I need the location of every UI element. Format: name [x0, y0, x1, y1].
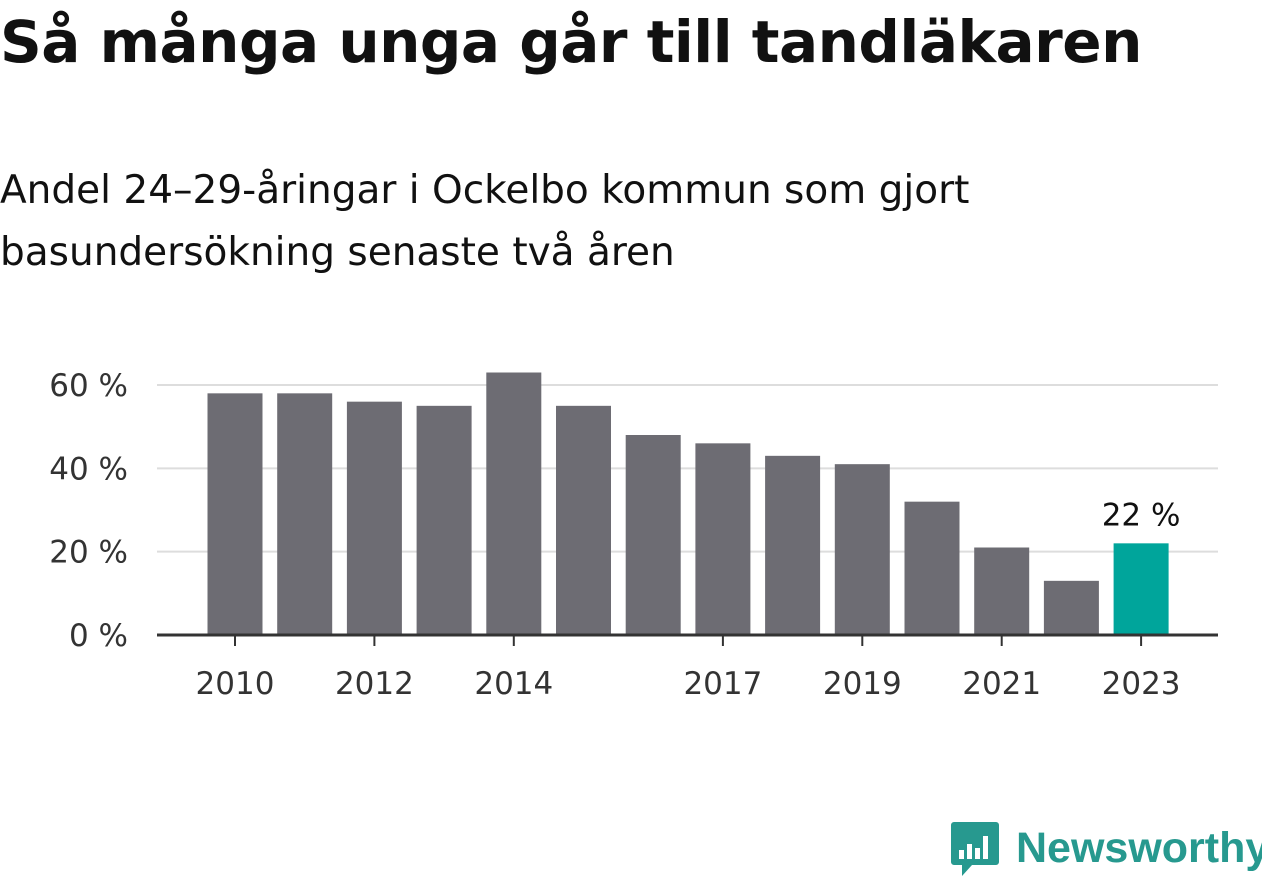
y-axis-tick-labels: 0 % 20 % 40 % 60 %: [49, 368, 128, 654]
x-tick-label: 2023: [1102, 666, 1181, 702]
x-tick-label: 2021: [962, 666, 1041, 702]
data-labels: 22 %: [1102, 497, 1181, 533]
bar: [207, 393, 263, 635]
chart-subtitle: Andel 24–29-åringar i Ockelbo kommun som…: [0, 168, 970, 275]
bar: [346, 401, 402, 635]
y-tick-label: 60 %: [49, 368, 128, 404]
bar: [277, 393, 333, 635]
x-tick-label: 2019: [823, 666, 902, 702]
bar: [556, 405, 611, 635]
bar: [695, 443, 751, 635]
y-tick-label: 0 %: [69, 618, 128, 654]
bar: [974, 547, 1030, 635]
x-tick-label: 2014: [474, 666, 553, 702]
chart-title: Så många unga går till tandläkaren: [0, 8, 1142, 76]
y-tick-label: 40 %: [49, 451, 128, 487]
bar: [1043, 580, 1099, 635]
bar: [416, 405, 472, 635]
newsworthy-logo-icon: [951, 822, 999, 876]
bar: [486, 372, 542, 635]
bars: [207, 372, 1169, 635]
data-label: 22 %: [1102, 497, 1181, 533]
x-axis-tick-labels: 2010 2012 2014 2017 2019 2021 2023: [196, 666, 1181, 702]
x-tick-label: 2012: [335, 666, 414, 702]
y-tick-label: 20 %: [49, 535, 128, 571]
bar-highlight: [1113, 543, 1169, 635]
x-tick-label: 2017: [683, 666, 762, 702]
bar: [765, 455, 821, 635]
gridlines: [157, 384, 1218, 553]
brand-name: Newsworthy: [1016, 823, 1262, 872]
newsworthy-brand: Newsworthy: [950, 818, 1262, 878]
bar: [834, 464, 890, 635]
bar: [904, 501, 960, 635]
x-axis: [157, 633, 1218, 646]
x-tick-label: 2010: [196, 666, 275, 702]
bar: [625, 435, 681, 635]
